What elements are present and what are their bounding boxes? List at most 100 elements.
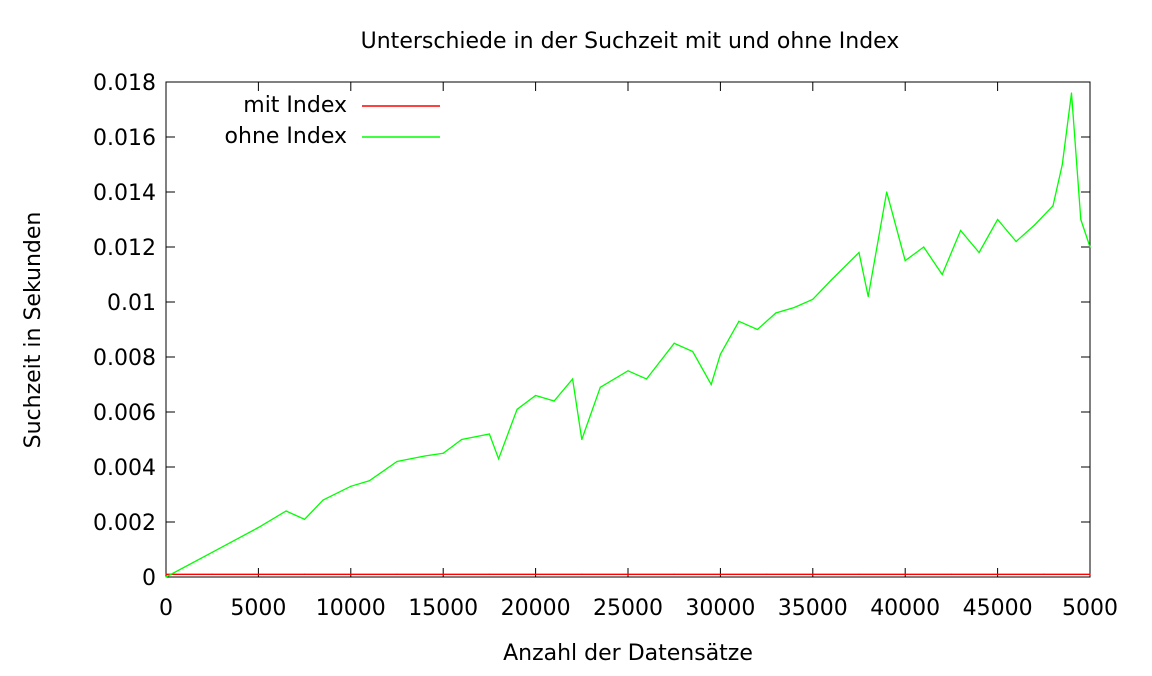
data-point bbox=[867, 295, 869, 298]
data-point bbox=[738, 320, 740, 322]
data-point bbox=[1033, 224, 1036, 226]
data-point bbox=[627, 573, 629, 575]
x-tick-label: 40000 bbox=[870, 596, 940, 621]
data-point bbox=[488, 573, 490, 575]
data-point bbox=[1052, 205, 1054, 207]
data-point bbox=[997, 218, 999, 221]
y-tick-label: 0.018 bbox=[93, 71, 156, 96]
series-layer bbox=[165, 92, 1091, 578]
data-point bbox=[775, 312, 777, 314]
data-point bbox=[1043, 573, 1045, 575]
data-point bbox=[442, 452, 444, 454]
data-point bbox=[553, 400, 555, 402]
y-tick-label: 0.01 bbox=[107, 291, 156, 316]
data-point bbox=[488, 433, 490, 435]
x-tick-label: 15000 bbox=[408, 596, 478, 621]
data-point bbox=[793, 306, 795, 309]
data-point bbox=[858, 251, 860, 254]
x-tick-label: 35000 bbox=[778, 596, 848, 621]
data-point bbox=[350, 485, 352, 487]
data-point bbox=[535, 394, 537, 397]
data-point bbox=[1061, 163, 1063, 166]
data-point bbox=[1080, 218, 1082, 221]
x-axis-ticks: 0 5000 10000 15000 20000 25000 30000 35000 40000… bbox=[159, 82, 1118, 621]
data-point bbox=[692, 350, 694, 353]
data-point bbox=[627, 370, 629, 372]
data-point bbox=[165, 576, 167, 578]
data-point bbox=[1089, 573, 1091, 575]
data-point bbox=[599, 386, 601, 388]
y-tick-label: 0.016 bbox=[93, 126, 156, 151]
y-tick-label: 0.012 bbox=[93, 236, 156, 261]
y-tick-label: 0.008 bbox=[93, 346, 156, 371]
data-point bbox=[304, 573, 306, 575]
data-point bbox=[165, 573, 167, 575]
data-point bbox=[886, 191, 888, 193]
data-point bbox=[396, 460, 398, 463]
data-point bbox=[645, 378, 648, 380]
x-tick-label: 20000 bbox=[501, 596, 571, 621]
legend-label-ohne-index: ohne Index bbox=[225, 124, 347, 149]
data-point bbox=[461, 438, 463, 441]
data-point bbox=[257, 573, 259, 575]
y-tick-label: 0.006 bbox=[93, 401, 156, 426]
data-point bbox=[719, 573, 722, 575]
data-point bbox=[304, 518, 306, 520]
data-point bbox=[812, 573, 814, 575]
series-line-ohne-index bbox=[165, 92, 1091, 578]
data-point bbox=[285, 510, 287, 512]
x-tick-label: 0 bbox=[159, 596, 173, 621]
data-point bbox=[756, 328, 758, 331]
x-tick-label: 5000 bbox=[230, 596, 286, 621]
y-tick-label: 0.014 bbox=[93, 181, 156, 206]
data-point bbox=[442, 573, 444, 575]
data-point bbox=[498, 458, 500, 460]
data-point bbox=[830, 279, 832, 281]
data-point bbox=[424, 455, 426, 457]
y-tick-label: 0 bbox=[142, 566, 156, 591]
data-point bbox=[923, 246, 925, 248]
legend-label-mit-index: mit Index bbox=[243, 93, 347, 118]
data-point bbox=[322, 499, 324, 501]
x-tick-label: 45000 bbox=[963, 596, 1033, 621]
data-point bbox=[997, 573, 999, 575]
data-point bbox=[368, 480, 370, 482]
data-point bbox=[516, 408, 518, 410]
x-tick-label: 5000 bbox=[1062, 596, 1118, 621]
data-point bbox=[710, 383, 712, 386]
x-tick-label: 10000 bbox=[316, 596, 386, 621]
data-point bbox=[858, 573, 860, 575]
x-tick-label: 30000 bbox=[685, 596, 755, 621]
data-point bbox=[211, 551, 213, 553]
legend: mit Index ohne Index bbox=[225, 93, 440, 149]
y-tick-label: 0.002 bbox=[93, 511, 156, 536]
data-point bbox=[571, 378, 574, 380]
data-point bbox=[904, 573, 906, 575]
data-point bbox=[719, 353, 722, 355]
data-point bbox=[941, 273, 943, 276]
data-point bbox=[766, 573, 768, 575]
data-point bbox=[257, 526, 259, 529]
plot-area-frame bbox=[165, 81, 1091, 578]
data-point bbox=[350, 573, 352, 575]
x-tick-label: 25000 bbox=[593, 596, 663, 621]
data-point bbox=[812, 298, 814, 300]
x-axis-label: Anzahl der Datensätze bbox=[503, 641, 753, 666]
data-point bbox=[673, 573, 675, 575]
data-point bbox=[581, 573, 583, 575]
data-point bbox=[904, 260, 906, 262]
data-point bbox=[211, 573, 213, 575]
data-point bbox=[396, 573, 398, 575]
y-tick-label: 0.004 bbox=[93, 456, 156, 481]
chart-title: Unterschiede in der Suchzeit mit und ohn… bbox=[361, 29, 900, 54]
y-axis-ticks: 0 0.002 0.004 0.006 0.008 0.01 0.012 0.014 0.016… bbox=[93, 71, 1090, 591]
data-point bbox=[535, 573, 537, 575]
y-axis-label: Suchzeit in Sekunden bbox=[21, 212, 46, 449]
data-point bbox=[1015, 240, 1017, 243]
data-point bbox=[673, 342, 675, 344]
data-point bbox=[1089, 246, 1091, 248]
data-point bbox=[978, 251, 980, 254]
data-point bbox=[950, 573, 953, 575]
data-point bbox=[1070, 92, 1073, 94]
